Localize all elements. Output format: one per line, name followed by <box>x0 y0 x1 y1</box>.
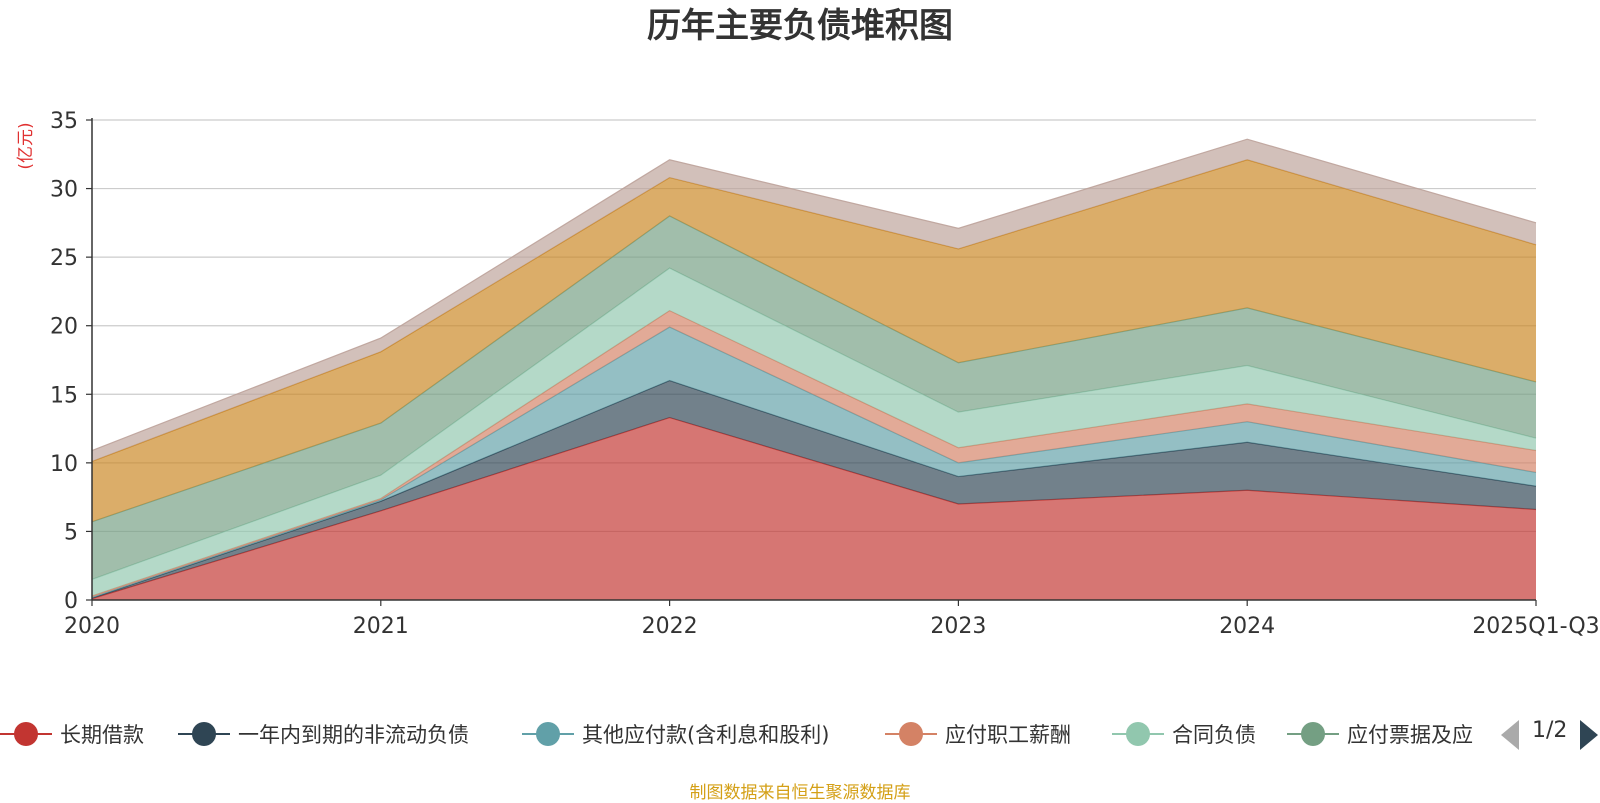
area-edge-应付票据及应付账款 <box>91 215 1537 523</box>
chart-title: 历年主要负债堆积图 <box>647 6 953 46</box>
area-series-一年内到期的非流动负债 <box>92 380 1536 599</box>
y-tick-label: 35 <box>50 109 78 134</box>
area-series-短期借款 <box>92 159 1536 522</box>
legend-item[interactable]: 应付票据及应 <box>1287 716 1490 752</box>
legend-label: 应付票据及应 <box>1347 723 1473 747</box>
legend-next-page-button[interactable] <box>1580 720 1598 750</box>
y-tick-label: 0 <box>64 589 78 614</box>
x-tick-label: 2022 <box>642 614 698 639</box>
legend-label: 一年内到期的非流动负债 <box>238 723 469 747</box>
legend-marker-icon <box>885 720 937 748</box>
y-tick-label: 15 <box>50 383 78 408</box>
legend-marker-icon <box>1112 720 1164 748</box>
chart-area: 0 5 10 15 20 25 30 35 2020 2021 2022 2023 2024 2025Q1… <box>16 109 1600 639</box>
area-edge-其他 <box>91 138 1537 452</box>
area-series-长期借款 <box>92 417 1536 600</box>
stacked-areas <box>91 138 1537 600</box>
legend: 长期借款 一年内到期的非流动负债 其他应付款(含利息和股利) 应付职工薪酬 合同负债 应付… <box>0 716 1600 752</box>
x-tick-label: 2024 <box>1219 614 1275 639</box>
source-note: 制图数据来自恒生聚源数据库 <box>689 783 911 803</box>
legend-item[interactable]: 其他应付款(含利息和股利) <box>522 716 829 752</box>
legend-item[interactable]: 一年内到期的非流动负债 <box>178 716 469 752</box>
legend-label: 长期借款 <box>60 723 144 747</box>
y-tick-label: 20 <box>50 315 78 340</box>
x-tick-label: 2023 <box>930 614 986 639</box>
legend-page-indicator: 1/2 <box>1532 718 1568 743</box>
x-tick-label: 2025Q1-Q3 <box>1472 614 1599 639</box>
legend-marker-icon <box>178 720 230 748</box>
x-tick-label: 2021 <box>353 614 409 639</box>
legend-item[interactable]: 长期借款 <box>0 716 144 752</box>
legend-item[interactable]: 应付职工薪酬 <box>885 716 1071 752</box>
y-tick-label: 30 <box>50 178 78 203</box>
y-tick-label: 10 <box>50 452 78 477</box>
axes: 0 5 10 15 20 25 30 35 2020 2021 2022 2023 2024 2025Q1… <box>50 109 1600 639</box>
legend-marker-icon <box>0 720 52 748</box>
legend-marker-icon <box>522 720 574 748</box>
legend-label: 其他应付款(含利息和股利) <box>582 723 830 747</box>
legend-marker-icon <box>1287 720 1339 748</box>
legend-label: 应付职工薪酬 <box>945 723 1071 747</box>
area-series-其他 <box>92 139 1536 462</box>
legend-label: 合同负债 <box>1172 723 1256 747</box>
y-tick-label: 5 <box>64 520 78 545</box>
x-tick-label: 2020 <box>64 614 120 639</box>
legend-item[interactable]: 合同负债 <box>1112 716 1256 752</box>
legend-prev-page-button[interactable] <box>1501 720 1519 750</box>
y-tick-label: 25 <box>50 246 78 271</box>
y-axis-unit-label: (亿元) <box>16 122 36 169</box>
